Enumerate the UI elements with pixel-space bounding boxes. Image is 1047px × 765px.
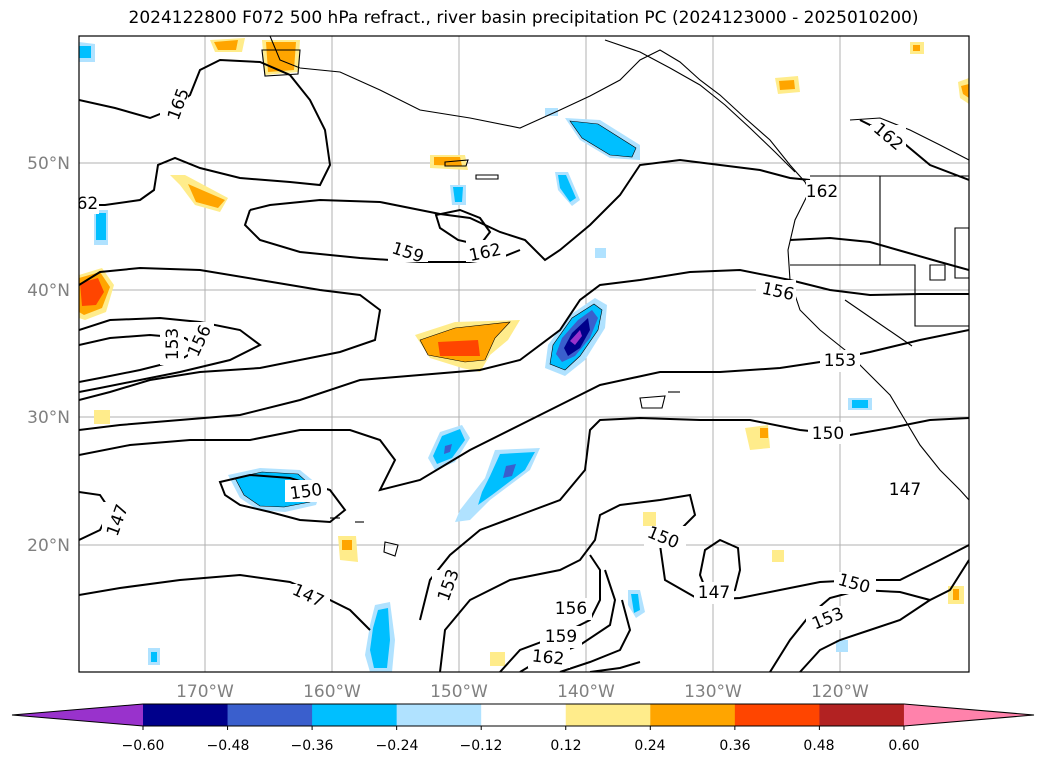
contour-label: 147	[889, 480, 921, 500]
contour-label: 150	[812, 424, 844, 444]
colorbar-segment	[819, 704, 905, 726]
contour-label: 162	[66, 194, 98, 214]
colorbar-tick: 0.48	[803, 738, 834, 754]
lat-label: 20°N	[27, 536, 70, 556]
colorbar-tick: −0.12	[460, 738, 503, 754]
colorbar-segment	[143, 704, 229, 726]
colorbar-tick-labels: −0.60 −0.48 −0.36 −0.24 −0.12 0.12 0.24 …	[122, 738, 920, 754]
lat-label: 50°N	[27, 154, 70, 174]
colorbar	[11, 703, 1035, 730]
colorbar-tick: 0.12	[550, 738, 581, 754]
colorbar-extend-max	[903, 704, 1034, 726]
lon-label: 130°W	[684, 682, 742, 702]
lon-label: 160°W	[303, 682, 361, 702]
colorbar-tick: 0.24	[634, 738, 665, 754]
contour-labels: 165 162 162 162 159 162 156 153 156 153 …	[66, 86, 926, 670]
map-title: 2024122800 F072 500 hPa refract., river …	[128, 8, 919, 28]
map-frame	[78, 35, 970, 673]
colorbar-tick: −0.60	[122, 738, 165, 754]
colorbar-segment	[312, 704, 398, 726]
colorbar-segment	[481, 704, 567, 726]
colorbar-segment	[227, 704, 313, 726]
colorbar-tick: −0.24	[376, 738, 419, 754]
contour-label: 162	[531, 646, 565, 669]
colorbar-segment	[396, 704, 482, 726]
contour-label: 162	[806, 182, 838, 202]
contour-label: 159	[545, 627, 577, 647]
colorbar-extend-min	[12, 704, 143, 726]
colorbar-tick: 0.36	[719, 738, 750, 754]
colorbar-segment	[650, 704, 736, 726]
lat-label: 40°N	[27, 281, 70, 301]
lon-label: 140°W	[557, 682, 615, 702]
colorbar-segment	[565, 704, 651, 726]
lat-label: 30°N	[27, 408, 70, 428]
lon-label: 170°W	[176, 682, 234, 702]
contour-label: 153	[163, 328, 183, 360]
lon-label: 120°W	[811, 682, 869, 702]
colorbar-segment	[734, 704, 820, 726]
contour-label: 147	[698, 583, 730, 603]
colorbar-tick: 0.60	[888, 738, 919, 754]
lon-label: 150°W	[430, 682, 488, 702]
latitude-labels: 50°N 40°N 30°N 20°N	[27, 154, 70, 556]
coastlines	[261, 36, 969, 557]
contour-label: 153	[824, 351, 856, 371]
contour-label: 156	[555, 599, 587, 619]
contour-label: 150	[289, 480, 324, 504]
colorbar-tick: −0.48	[207, 738, 250, 754]
longitude-labels: 170°W 160°W 150°W 140°W 130°W 120°W	[176, 682, 869, 702]
colorbar-tick: −0.36	[291, 738, 334, 754]
